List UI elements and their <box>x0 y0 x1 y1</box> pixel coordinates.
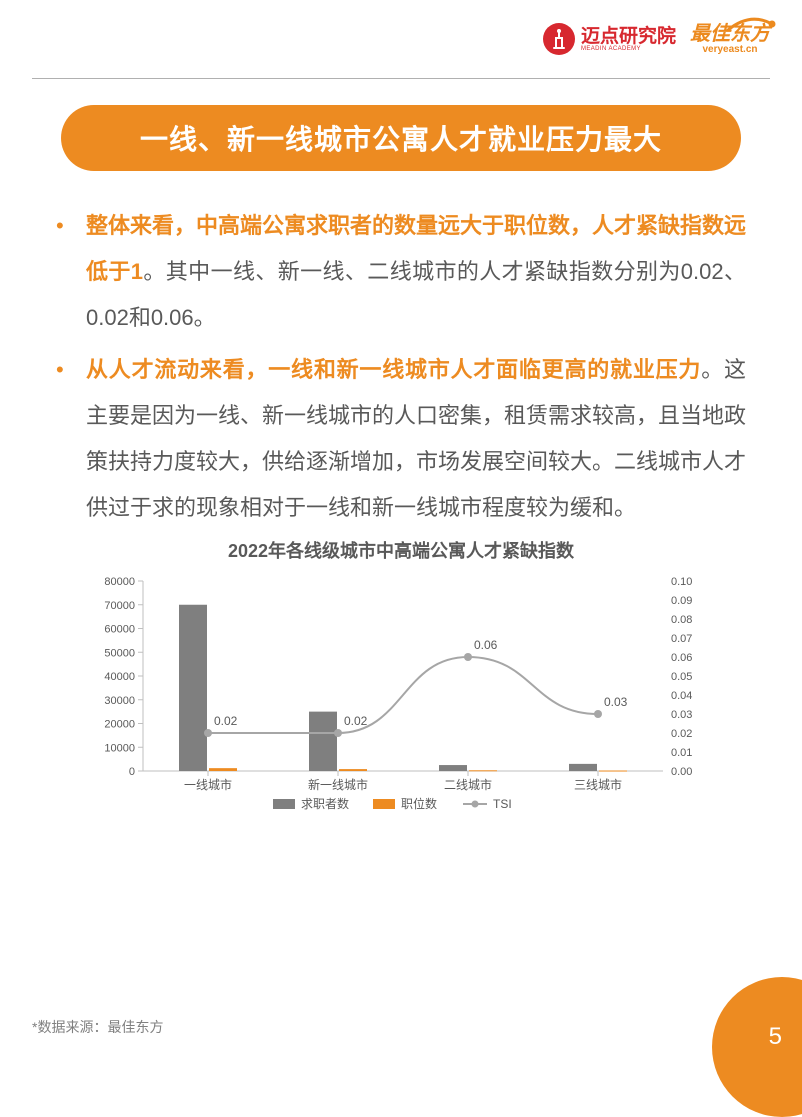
svg-text:0.09: 0.09 <box>671 595 692 607</box>
svg-text:0.05: 0.05 <box>671 671 692 683</box>
paragraph: • 从人才流动来看，一线和新一线城市人才面临更高的就业压力。这主要是因为一线、新… <box>56 347 746 531</box>
paragraph: • 整体来看，中高端公寓求职者的数量远大于职位数，人才紧缺指数远低于1。其中一线… <box>56 203 746 341</box>
paragraph-rest: 。其中一线、新一线、二线城市的人才紧缺指数分别为0.02、0.02和0.06。 <box>86 259 746 330</box>
svg-text:20000: 20000 <box>104 719 135 731</box>
logo-veryeast-sub: veryeast.cn <box>702 45 757 55</box>
svg-text:60000: 60000 <box>104 624 135 636</box>
svg-text:0.02: 0.02 <box>214 714 238 728</box>
svg-text:新一线城市: 新一线城市 <box>308 777 368 792</box>
page-header: 迈点研究院 MEADIN ACADEMY 最佳东方 veryeast.cn <box>0 0 802 78</box>
svg-text:0.10: 0.10 <box>671 576 692 588</box>
svg-text:TSI: TSI <box>493 797 512 811</box>
section-title: 一线、新一线城市公寓人才就业压力最大 <box>61 105 741 171</box>
svg-text:0.06: 0.06 <box>671 652 692 664</box>
chart-container: 2022年各线级城市中高端公寓人才紧缺指数 0 10000 20000 30000 40… <box>56 537 746 831</box>
svg-text:0: 0 <box>129 766 135 778</box>
svg-text:80000: 80000 <box>104 576 135 588</box>
svg-text:职位数: 职位数 <box>401 796 437 811</box>
svg-text:求职者数: 求职者数 <box>301 796 349 811</box>
svg-text:0.04: 0.04 <box>671 690 692 702</box>
header-divider <box>32 78 770 79</box>
chart-title: 2022年各线级城市中高端公寓人才紧缺指数 <box>56 537 746 563</box>
svg-text:二线城市: 二线城市 <box>444 777 492 792</box>
svg-text:10000: 10000 <box>104 742 135 754</box>
page-number-bg <box>712 977 802 1117</box>
svg-text:0.03: 0.03 <box>671 709 692 721</box>
meadin-icon <box>543 23 575 55</box>
tsi-chart: 0 10000 20000 30000 40000 50000 60000 70000 8000… <box>71 571 731 831</box>
svg-text:0.02: 0.02 <box>344 714 368 728</box>
body-text: • 整体来看，中高端公寓求职者的数量远大于职位数，人才紧缺指数远低于1。其中一线… <box>56 203 746 531</box>
paragraph-content: 从人才流动来看，一线和新一线城市人才面临更高的就业压力。这主要是因为一线、新一线… <box>86 347 746 531</box>
svg-text:40000: 40000 <box>104 671 135 683</box>
data-source-footnote: *数据来源：最佳东方 <box>32 1017 163 1037</box>
paragraph-content: 整体来看，中高端公寓求职者的数量远大于职位数，人才紧缺指数远低于1。其中一线、新… <box>86 203 746 341</box>
swoosh-icon <box>726 16 776 34</box>
svg-text:三线城市: 三线城市 <box>574 777 622 792</box>
bullet-icon: • <box>56 347 86 531</box>
svg-text:0.00: 0.00 <box>671 766 692 778</box>
svg-text:0.02: 0.02 <box>671 728 692 740</box>
svg-text:0.07: 0.07 <box>671 633 692 645</box>
svg-text:0.08: 0.08 <box>671 614 692 626</box>
logo-veryeast: 最佳东方 veryeast.cn <box>690 24 770 55</box>
svg-text:50000: 50000 <box>104 647 135 659</box>
svg-text:0.03: 0.03 <box>604 695 628 709</box>
svg-text:70000: 70000 <box>104 600 135 612</box>
logo-meadin-text: 迈点研究院 <box>581 27 676 46</box>
bullet-icon: • <box>56 203 86 341</box>
paragraph-highlight: 从人才流动来看，一线和新一线城市人才面临更高的就业压力 <box>86 357 701 382</box>
page-number: 5 <box>769 1023 782 1051</box>
svg-text:0.06: 0.06 <box>474 638 498 652</box>
svg-text:一线城市: 一线城市 <box>184 777 232 792</box>
logo-meadin: 迈点研究院 MEADIN ACADEMY <box>543 23 676 55</box>
svg-text:0.01: 0.01 <box>671 747 692 759</box>
svg-text:30000: 30000 <box>104 695 135 707</box>
